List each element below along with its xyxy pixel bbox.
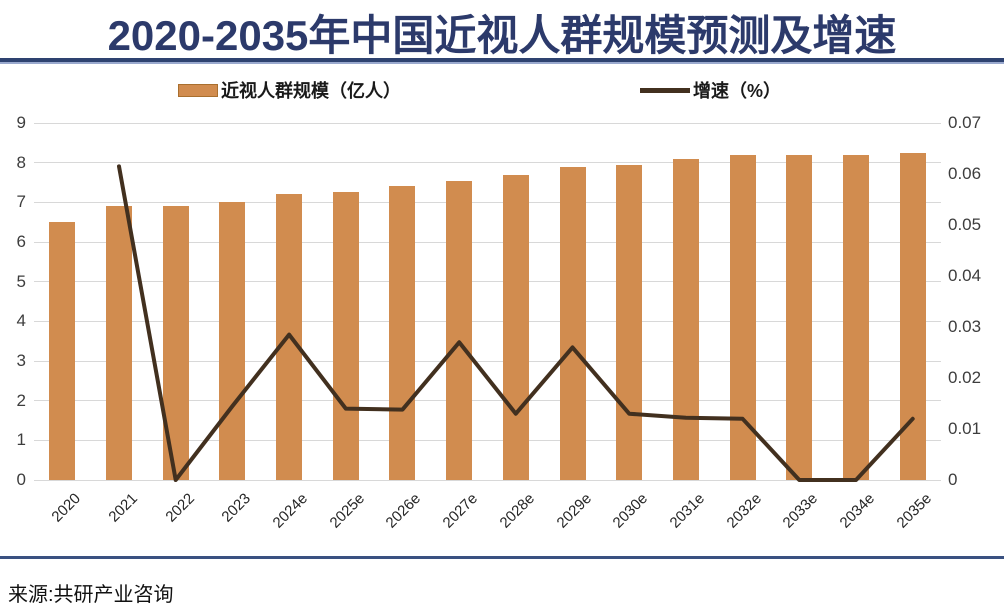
left-axis-tick: 3 <box>16 351 26 370</box>
x-axis-label-2028e: 2028e <box>496 490 538 532</box>
x-axis-label-2032e: 2032e <box>723 490 765 532</box>
bar-2020 <box>49 222 76 480</box>
left-axis-tick: 7 <box>16 192 26 212</box>
bar-2027e <box>446 180 473 480</box>
right-axis-tick: 0 <box>948 470 958 489</box>
x-axis-label-2029e: 2029e <box>553 490 595 532</box>
x-axis-label-2020: 2020 <box>48 490 85 526</box>
right-axis-tick: 0.07 <box>948 113 982 132</box>
x-axis-label-2021: 2021 <box>105 490 142 526</box>
bar-2022 <box>162 206 189 480</box>
x-axis-label-2027e: 2027e <box>439 490 482 532</box>
bar-2023 <box>219 202 246 480</box>
bar-series-swatch <box>178 83 218 97</box>
gridline <box>34 122 941 124</box>
left-axis-tick: 4 <box>16 311 26 331</box>
x-axis-label-2035e: 2035e <box>893 490 935 532</box>
x-axis-label-2031e: 2031e <box>666 490 708 532</box>
left-axis-tick: 5 <box>16 271 26 291</box>
x-axis-label-2023: 2023 <box>218 490 255 526</box>
left-axis-tick: 6 <box>16 232 26 251</box>
legend-label-bar-series: 近视人群规模（亿人） <box>221 81 401 101</box>
bar-2029e <box>559 166 586 480</box>
right-axis-tick: 0.06 <box>948 164 982 183</box>
bar-2031e <box>672 158 699 480</box>
x-axis-label-2025e: 2025e <box>326 490 368 532</box>
right-axis-tick: 0.01 <box>948 419 982 438</box>
title-divider-line <box>0 58 1004 64</box>
bar-2032e <box>729 154 756 480</box>
bottom-divider-line <box>0 556 1004 559</box>
legend-item-line-series: 增速（%） <box>640 80 782 101</box>
left-axis-tick: 1 <box>16 430 26 450</box>
legend-label-line-series: 增速（%） <box>693 81 782 101</box>
line-series-swatch <box>640 87 690 93</box>
right-axis-tick: 0.04 <box>948 266 982 285</box>
bar-2025e <box>332 192 359 480</box>
left-axis-tick: 9 <box>16 113 26 132</box>
bar-2033e <box>786 154 813 480</box>
bar-2034e <box>842 154 869 480</box>
bar-2021 <box>106 206 133 480</box>
gridline <box>34 162 941 164</box>
x-axis-label-2030e: 2030e <box>609 490 652 532</box>
bar-2028e <box>502 174 529 480</box>
bar-2035e <box>899 152 926 480</box>
left-axis-tick: 0 <box>16 470 26 489</box>
source-note: 来源:共研产业咨询 <box>8 584 174 606</box>
chart-title: 2020-2035年中国近视人群规模预测及增速 <box>107 12 897 59</box>
right-axis-tick: 0.05 <box>948 215 982 234</box>
x-axis-label-2024e: 2024e <box>269 490 312 532</box>
right-axis-tick: 0.03 <box>948 317 982 336</box>
x-axis-label-2022: 2022 <box>162 490 198 526</box>
x-axis-label-2026e: 2026e <box>382 490 425 532</box>
left-axis-tick: 8 <box>16 152 26 172</box>
bar-2024e <box>276 194 303 480</box>
bar-2026e <box>389 186 416 480</box>
legend-item-bar-series: 近视人群规模（亿人） <box>178 80 401 101</box>
right-axis-tick: 0.02 <box>948 368 982 387</box>
bar-2030e <box>616 164 643 480</box>
x-axis-label-2034e: 2034e <box>836 490 878 532</box>
x-axis-label-2033e: 2033e <box>779 490 822 532</box>
left-axis-tick: 2 <box>16 390 26 410</box>
